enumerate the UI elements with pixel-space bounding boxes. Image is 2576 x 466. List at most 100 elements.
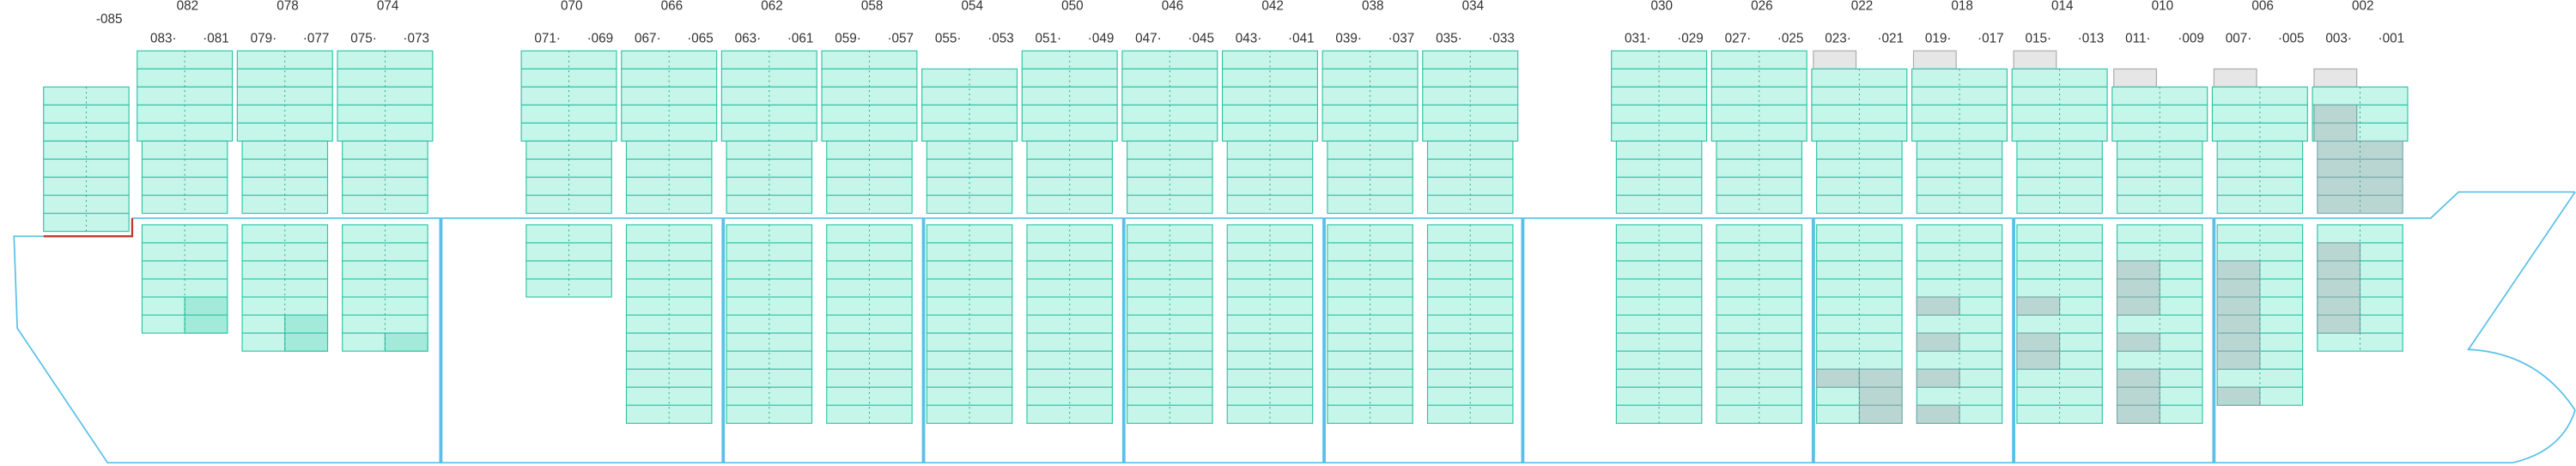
bay-label: 035· bbox=[1436, 32, 1462, 46]
container bbox=[184, 296, 228, 316]
container bbox=[2317, 314, 2361, 334]
bay-label: ·013 bbox=[2078, 32, 2105, 46]
bay-label: 022 bbox=[1851, 0, 1874, 13]
bay-label: 071· bbox=[534, 32, 561, 46]
container bbox=[2317, 278, 2361, 298]
bay-label: ·037 bbox=[1388, 32, 1415, 46]
bay-label: 023· bbox=[1825, 32, 1851, 46]
bay-label: ·021 bbox=[1877, 32, 1904, 46]
bay-label: ·065 bbox=[687, 32, 714, 46]
container bbox=[2313, 104, 2358, 124]
container bbox=[2116, 260, 2160, 280]
empty-slot bbox=[1912, 50, 1957, 70]
stern-edge bbox=[43, 218, 134, 238]
container bbox=[2216, 296, 2261, 316]
container bbox=[2016, 332, 2061, 352]
bay-label: ·017 bbox=[1978, 32, 2004, 46]
bay-label: -085 bbox=[96, 12, 123, 27]
bay-label: 063· bbox=[735, 32, 762, 46]
bay-label: 055· bbox=[935, 32, 962, 46]
empty-slot bbox=[1813, 50, 1857, 70]
container bbox=[2216, 260, 2261, 280]
bay-label: 078 bbox=[276, 0, 299, 13]
container bbox=[1858, 368, 1903, 388]
bay-label: ·057 bbox=[887, 32, 914, 46]
container bbox=[2116, 404, 2160, 424]
bay-label: 042 bbox=[1261, 0, 1284, 13]
bay-label: ·029 bbox=[1677, 32, 1704, 46]
bay-label: ·081 bbox=[203, 32, 229, 46]
bay-label: ·053 bbox=[987, 32, 1014, 46]
bulkheads bbox=[439, 218, 2216, 463]
bay-label: 047· bbox=[1135, 32, 1162, 46]
bay-label: 050 bbox=[1061, 0, 1084, 13]
bay-label: 038 bbox=[1362, 0, 1384, 13]
bow bbox=[131, 191, 2576, 464]
container bbox=[2216, 314, 2261, 334]
container bbox=[2216, 332, 2261, 352]
container bbox=[1916, 296, 1960, 316]
bay-label: 051· bbox=[1036, 32, 1062, 46]
container bbox=[1916, 332, 1960, 352]
container bbox=[1916, 368, 1960, 388]
bay-label: ·073 bbox=[403, 32, 429, 46]
container bbox=[2116, 332, 2160, 352]
container bbox=[2216, 350, 2261, 370]
container bbox=[184, 314, 228, 334]
container bbox=[2116, 386, 2160, 406]
bay-label: 066 bbox=[661, 0, 683, 13]
container bbox=[1916, 404, 1960, 424]
container bbox=[284, 332, 329, 352]
bay-label: ·033 bbox=[1488, 32, 1515, 46]
bay-label: 031· bbox=[1625, 32, 1651, 46]
bay-label: 062 bbox=[761, 0, 783, 13]
bay-label: ·061 bbox=[787, 32, 814, 46]
bay-label: 034 bbox=[1462, 0, 1485, 13]
bay-label: 030 bbox=[1651, 0, 1674, 13]
container bbox=[2317, 296, 2361, 316]
bay-label: ·077 bbox=[303, 32, 330, 46]
bay-label: 019· bbox=[1925, 32, 1952, 46]
bay-label: 059· bbox=[835, 32, 861, 46]
hull bbox=[13, 235, 2513, 464]
bay-label: 011· bbox=[2125, 32, 2150, 46]
container bbox=[2016, 350, 2061, 370]
container bbox=[2313, 122, 2358, 142]
container bbox=[1858, 386, 1903, 406]
bay-label: 074 bbox=[377, 0, 399, 13]
bay-label: 026 bbox=[1751, 0, 1773, 13]
containers bbox=[43, 50, 2409, 424]
bay-label: 075· bbox=[350, 32, 377, 46]
container bbox=[2317, 242, 2361, 262]
container bbox=[2116, 296, 2160, 316]
bay-label: 043· bbox=[1236, 32, 1262, 46]
bay-label: ·001 bbox=[2379, 32, 2405, 46]
bay-label: 010 bbox=[2152, 0, 2174, 13]
empty-slot bbox=[2113, 68, 2158, 88]
bay-label: 083· bbox=[150, 32, 177, 46]
bay-label: 046 bbox=[1162, 0, 1184, 13]
bay-labels: -085 083· 082 ·081 079· 078 ·077 075· 074 ·073 071… bbox=[96, 0, 2404, 46]
container bbox=[2216, 278, 2261, 298]
container bbox=[43, 212, 130, 233]
bay-label: 006 bbox=[2251, 0, 2274, 13]
bay-label: ·045 bbox=[1188, 32, 1214, 46]
container bbox=[2016, 296, 2061, 316]
container bbox=[1816, 368, 1860, 388]
bay-label: 082 bbox=[177, 0, 199, 13]
bay-label: ·005 bbox=[2278, 32, 2305, 46]
bay-label: 002 bbox=[2352, 0, 2374, 13]
empty-slot bbox=[2213, 68, 2257, 88]
bay-label: ·049 bbox=[1088, 32, 1115, 46]
empty-slot bbox=[2013, 50, 2057, 70]
container bbox=[384, 332, 428, 352]
container bbox=[2116, 368, 2160, 388]
container bbox=[284, 314, 329, 334]
bay-label: 067· bbox=[635, 32, 661, 46]
bay-label: 079· bbox=[251, 32, 277, 46]
bay-label: 054 bbox=[962, 0, 984, 13]
bay-label: 027· bbox=[1725, 32, 1752, 46]
bay-label: 070 bbox=[561, 0, 583, 13]
bay-label: ·009 bbox=[2178, 32, 2204, 46]
